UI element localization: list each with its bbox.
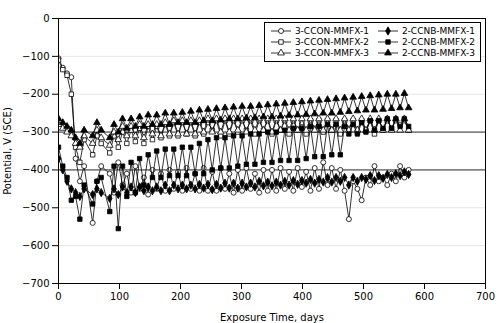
svg-text:700: 700 xyxy=(476,291,495,302)
html-text:3-CCON-MMFX-3: 3-CCON-MMFX-3 xyxy=(294,48,369,58)
svg-text:400: 400 xyxy=(293,291,312,302)
svg-text:−400: −400 xyxy=(22,164,49,175)
svg-text:200: 200 xyxy=(171,291,190,302)
svg-text:0: 0 xyxy=(43,13,49,24)
svg-text:−200: −200 xyxy=(22,88,49,99)
svg-text:600: 600 xyxy=(415,291,434,302)
svg-text:300: 300 xyxy=(232,291,251,302)
svg-text:−600: −600 xyxy=(22,240,49,251)
html-text:2-CCNB-MMFX-2: 2-CCNB-MMFX-2 xyxy=(401,37,475,47)
svg-text:Exposure Time, days: Exposure Time, days xyxy=(220,312,324,323)
svg-text:−100: −100 xyxy=(22,51,49,62)
html-text:2-CCNB-MMFX-1: 2-CCNB-MMFX-1 xyxy=(401,26,475,36)
html-text:3-CCON-MMFX-1: 3-CCON-MMFX-1 xyxy=(294,26,369,36)
svg-text:0: 0 xyxy=(55,291,61,302)
svg-text:100: 100 xyxy=(110,291,129,302)
html-text:3-CCON-MMFX-2: 3-CCON-MMFX-2 xyxy=(294,37,369,47)
svg-text:−500: −500 xyxy=(22,202,49,213)
svg-text:500: 500 xyxy=(354,291,373,302)
html-text:2-CCNB-MMFX-3: 2-CCNB-MMFX-3 xyxy=(401,48,475,58)
svg-text:−300: −300 xyxy=(22,126,49,137)
svg-text:Potential, V (SCE): Potential, V (SCE) xyxy=(2,107,13,195)
svg-text:−700: −700 xyxy=(22,278,49,289)
